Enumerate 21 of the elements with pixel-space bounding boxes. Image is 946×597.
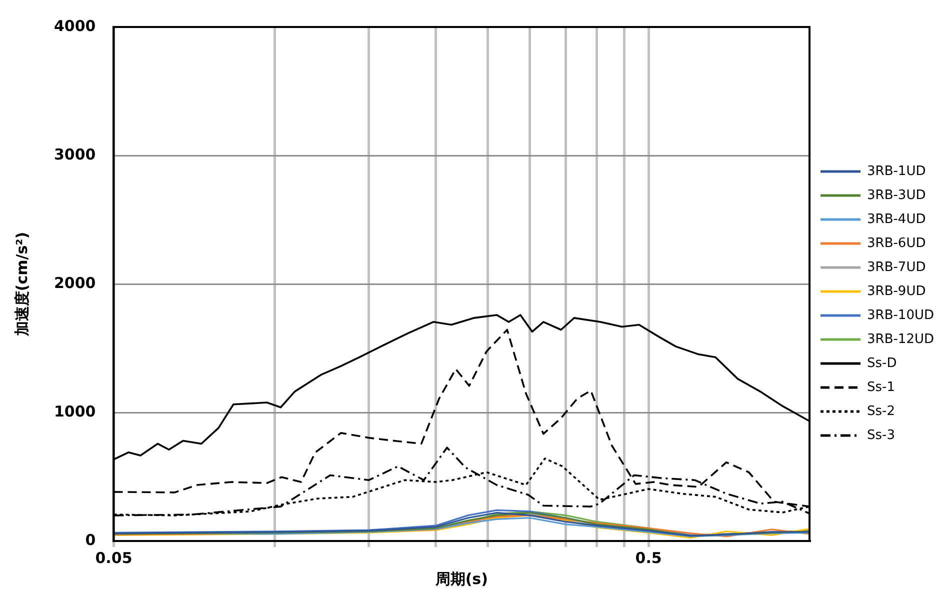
- legend-label: Ss-D: [867, 356, 897, 371]
- legend-label: Ss-2: [867, 404, 896, 419]
- y-tick-label: 3000: [54, 145, 96, 164]
- y-tick-label: 2000: [54, 274, 96, 292]
- legend-label: 3RB-12UD: [867, 332, 934, 347]
- x-tick-label: 0.5: [635, 548, 662, 567]
- legend-label: Ss-3: [867, 428, 896, 443]
- legend-label: 3RB-3UD: [867, 188, 926, 203]
- legend-label: 3RB-4UD: [867, 212, 926, 227]
- y-tick-label: 0: [85, 530, 96, 549]
- y-axis-title: 加速度(cm/s²): [12, 232, 31, 338]
- legend-label: 3RB-1UD: [867, 164, 926, 179]
- y-tick-label: 1000: [54, 402, 96, 420]
- legend-label: Ss-1: [867, 380, 896, 395]
- legend-label: 3RB-6UD: [867, 236, 926, 251]
- legend-label: 3RB-7UD: [867, 260, 926, 275]
- legend-label: 3RB-10UD: [867, 308, 934, 323]
- x-axis-title: 周期(s): [434, 570, 488, 588]
- x-tick-label: 0.05: [95, 548, 132, 567]
- y-tick-label: 4000: [54, 16, 96, 35]
- legend-label: 3RB-9UD: [867, 284, 926, 299]
